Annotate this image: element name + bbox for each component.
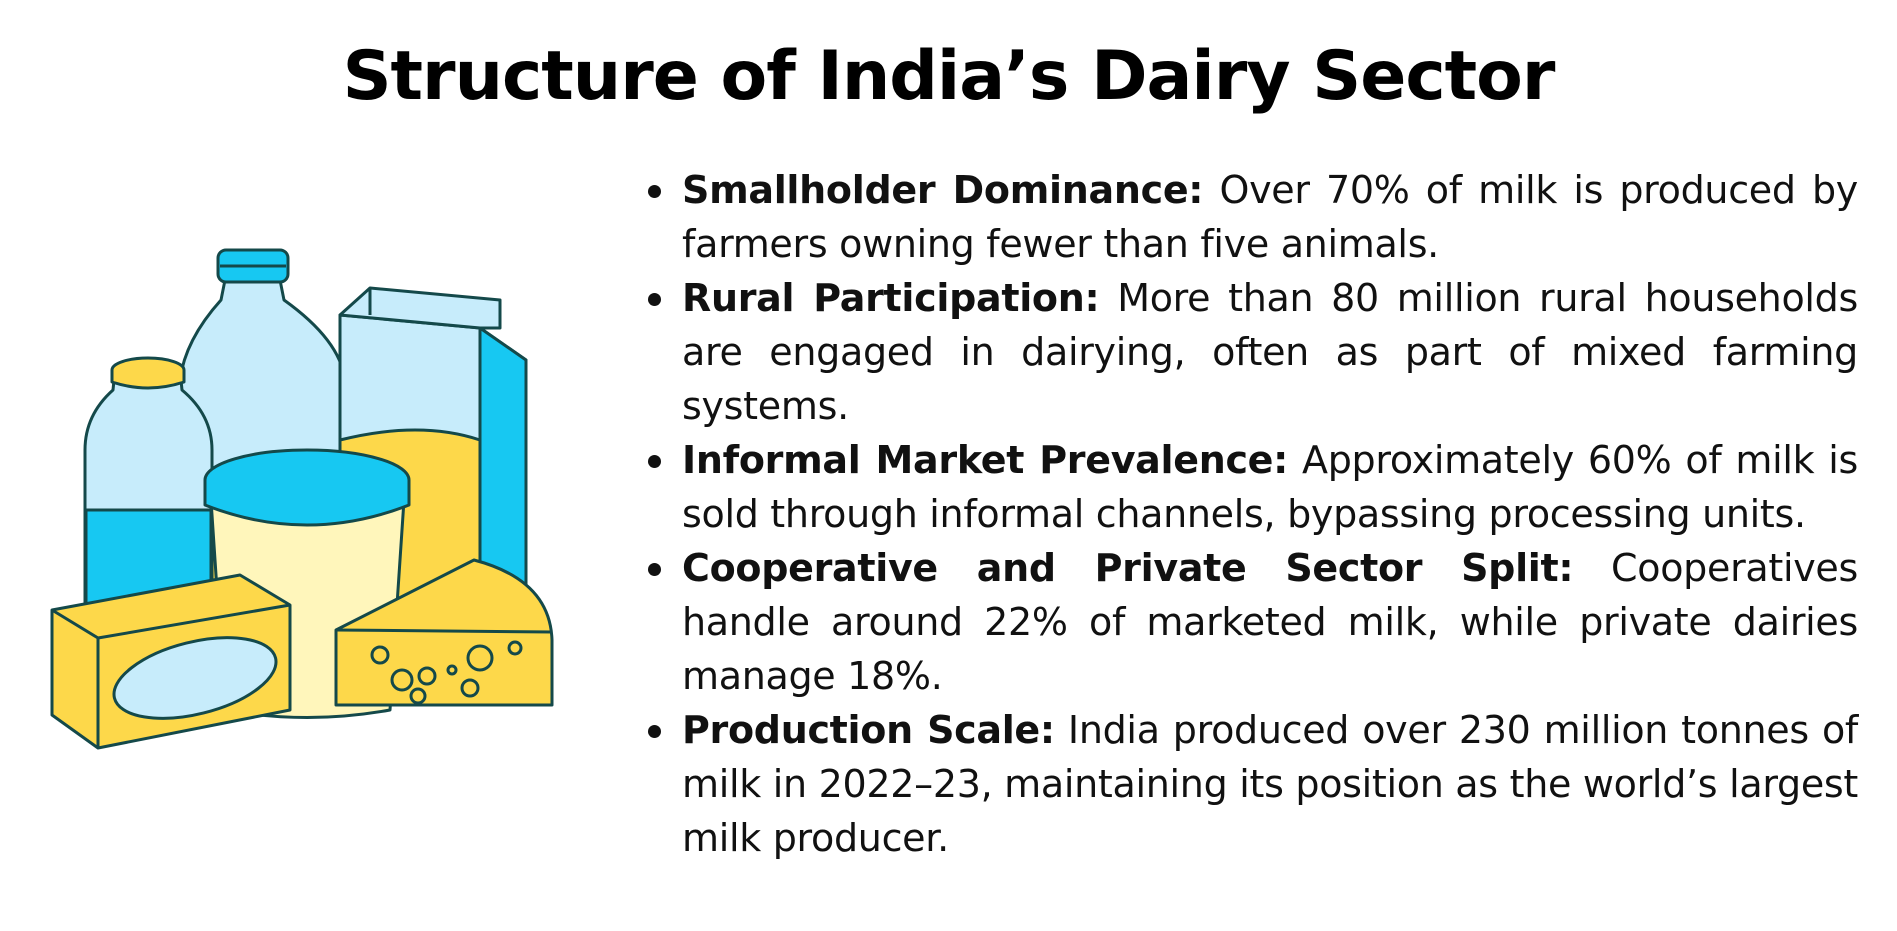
bullet-dot-icon (648, 293, 661, 306)
bullet-dot-icon (648, 563, 661, 576)
dairy-products-icon (40, 230, 620, 810)
bullet-item-smallholder-dominance: Smallholder Dominance: Over 70% of milk … (640, 163, 1858, 271)
bullet-text: Approximately 60% of milk is sold throug… (682, 438, 1859, 536)
bullet-label: Smallholder Dominance: (682, 168, 1204, 212)
bullet-item-production-scale: Production Scale: India produced over 23… (640, 703, 1858, 865)
bullet-text: More than 80 million rural households ar… (682, 276, 1858, 428)
bullet-label: Informal Market Prevalence: (682, 438, 1289, 482)
bullet-dot-icon (648, 725, 661, 738)
page-title: Structure of India’s Dairy Sector (342, 37, 1556, 116)
bullet-label: Rural Participation: (682, 276, 1100, 320)
bullet-text: Over 70% of milk is produced by farmers … (682, 168, 1858, 266)
bullet-list: Smallholder Dominance: Over 70% of milk … (640, 163, 1858, 865)
bullet-item-informal-market-prevalence: Informal Market Prevalence: Approximatel… (640, 433, 1858, 541)
bullet-text: Cooperatives handle around 22% of market… (682, 546, 1858, 698)
bullet-item-rural-participation: Rural Participation: More than 80 millio… (640, 271, 1858, 433)
bullet-label: Production Scale: (682, 708, 1055, 752)
bullet-dot-icon (648, 185, 661, 198)
bullet-text: India produced over 230 million tonnes o… (682, 708, 1858, 860)
bullet-dot-icon (648, 455, 661, 468)
bullet-item-cooperative-private-split: Cooperative and Private Sector Split: Co… (640, 541, 1858, 703)
bullet-label: Cooperative and Private Sector Split: (682, 546, 1574, 590)
